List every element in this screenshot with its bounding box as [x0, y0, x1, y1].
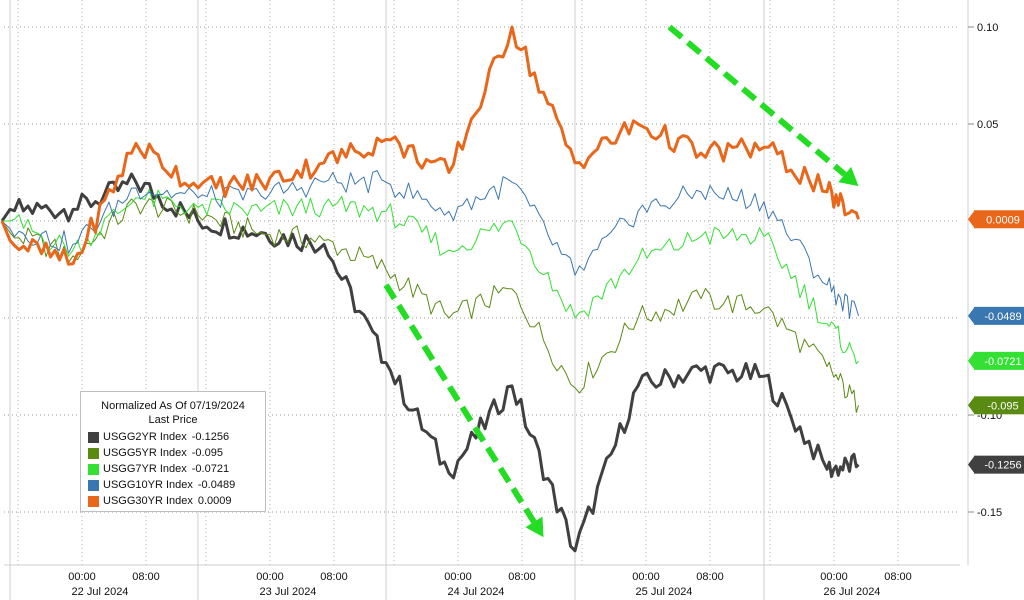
legend-swatch-2yr — [88, 431, 99, 443]
last-value-label-2yr: -0.1256 — [968, 455, 1024, 474]
last-value-label-7yr: -0.0721 — [968, 351, 1024, 370]
series-line-5yr — [1, 197, 859, 413]
trend-arrow-head-1 — [525, 516, 544, 538]
x-time-label-4-0: 00:00 — [820, 571, 848, 583]
x-time-label-0-1: 08:00 — [132, 571, 160, 583]
last-value-pointer-7yr — [968, 352, 974, 369]
legend-entry-2yr: USGG2YR Index -0.1256 — [81, 429, 265, 445]
series-layer — [0, 25, 860, 553]
grid-lines — [4, 0, 960, 565]
legend-swatch-10yr — [88, 479, 99, 491]
legend-entry-5yr: USGG5YR Index -0.095 — [81, 445, 265, 461]
last-value-box-10yr — [974, 306, 1024, 325]
series-line-2yr — [0, 172, 860, 553]
chart-legend: Normalized As Of 07/19/2024 Last Price U… — [80, 391, 266, 512]
series-line-7yr — [2, 188, 859, 365]
x-day-label-2: 24 Jul 2024 — [448, 586, 505, 598]
last-value-text-5yr: -0.095 — [987, 400, 1018, 412]
x-time-label-3-0: 00:00 — [632, 571, 660, 583]
x-day-label-4: 26 Jul 2024 — [824, 586, 881, 598]
y-axis-tick-labels: 0.100.05-0.10-0.15 — [968, 22, 1002, 519]
legend-label-2yr: USGG2YR Index — [103, 431, 187, 443]
legend-entry-30yr: USGG30YR Index 0.0009 — [81, 493, 265, 509]
last-value-pointer-30yr — [968, 211, 974, 228]
x-day-label-3: 25 Jul 2024 — [636, 586, 693, 598]
last-value-text-7yr: -0.0721 — [984, 356, 1021, 368]
trend-arrow-shaft-0 — [667, 24, 847, 177]
legend-label-30yr: USGG30YR Index — [103, 495, 193, 507]
x-time-label-2-0: 00:00 — [444, 571, 472, 583]
day-separators — [4, 0, 969, 600]
trend-arrows — [383, 24, 859, 538]
legend-entry-7yr: USGG7YR Index -0.0721 — [81, 461, 265, 477]
last-value-pointer-10yr — [968, 307, 974, 324]
trend-arrow-head-0 — [838, 166, 859, 187]
x-day-label-1: 23 Jul 2024 — [260, 586, 317, 598]
x-time-label-3-1: 08:00 — [696, 571, 724, 583]
last-value-label-30yr: 0.0009 — [968, 210, 1024, 229]
y-tick-label-1: 0.05 — [977, 119, 998, 131]
legend-title: Normalized As Of 07/19/2024 — [101, 400, 245, 412]
legend-value-2yr: -0.1256 — [191, 431, 230, 443]
legend-swatch-5yr — [88, 447, 99, 459]
last-value-box-7yr — [974, 351, 1024, 370]
x-time-label-2-1: 08:00 — [508, 571, 536, 583]
y-tick-label-0: 0.10 — [977, 22, 998, 34]
legend-value-7yr: -0.0721 — [191, 463, 230, 475]
y-tick-label-3: -0.15 — [977, 507, 1002, 519]
legend-entry-10yr: USGG10YR Index -0.0489 — [81, 477, 265, 493]
legend-label-7yr: USGG7YR Index — [103, 463, 187, 475]
x-day-label-0: 22 Jul 2024 — [72, 586, 129, 598]
trend-arrow-shaft-1 — [383, 283, 537, 524]
legend-value-5yr: -0.095 — [191, 447, 223, 459]
legend-value-10yr: -0.0489 — [197, 479, 236, 491]
last-value-pointer-5yr — [968, 397, 974, 414]
legend-subtitle: Last Price — [148, 414, 198, 426]
series-line-10yr — [1, 170, 859, 319]
x-time-label-0-0: 00:00 — [68, 571, 96, 583]
legend-label-10yr: USGG10YR Index — [103, 479, 193, 491]
last-value-text-30yr: 0.0009 — [986, 214, 1020, 226]
x-time-label-1-0: 00:00 — [256, 571, 284, 583]
last-value-text-10yr: -0.0489 — [984, 311, 1021, 323]
x-time-label-1-1: 08:00 — [320, 571, 348, 583]
last-value-labels: -0.1256 -0.095 -0.0721 -0.0489 0.0009 — [968, 210, 1024, 474]
x-time-label-4-1: 08:00 — [884, 571, 912, 583]
last-value-label-10yr: -0.0489 — [968, 306, 1024, 325]
legend-value-30yr: 0.0009 — [197, 495, 232, 507]
series-line-30yr — [0, 25, 860, 266]
legend-label-5yr: USGG5YR Index — [103, 447, 187, 459]
last-value-label-5yr: -0.095 — [968, 396, 1024, 415]
last-value-box-30yr — [974, 210, 1024, 229]
legend-swatch-7yr — [88, 463, 99, 475]
last-value-box-5yr — [974, 396, 1024, 415]
last-value-box-2yr — [974, 455, 1024, 474]
last-value-pointer-2yr — [968, 456, 974, 473]
legend-swatch-30yr — [88, 495, 99, 507]
last-value-text-2yr: -0.1256 — [984, 460, 1021, 472]
